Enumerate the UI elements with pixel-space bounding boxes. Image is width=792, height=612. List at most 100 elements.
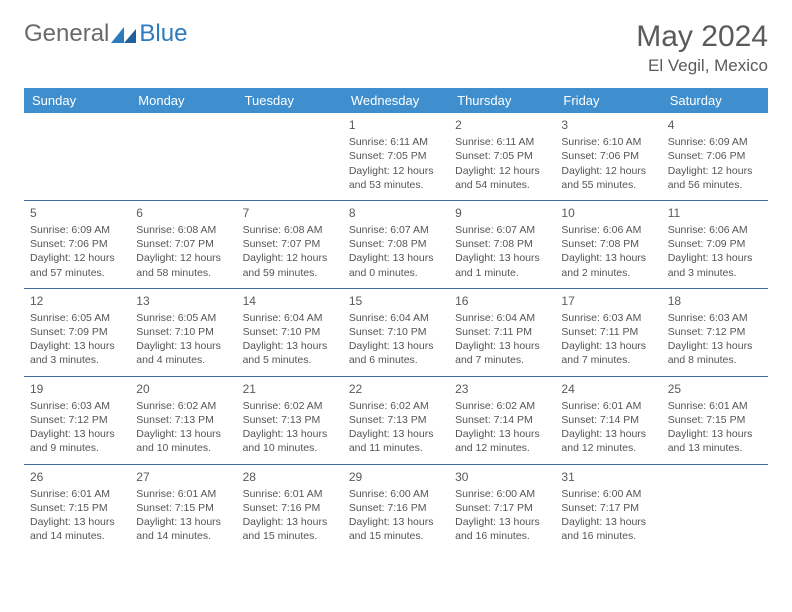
header: General Blue May 2024 El Vegil, Mexico — [24, 20, 768, 76]
sunrise-line: Sunrise: 6:04 AM — [455, 311, 549, 325]
daylight-line: and 1 minute. — [455, 266, 549, 280]
sunrise-line: Sunrise: 6:07 AM — [455, 223, 549, 237]
sunset-line: Sunset: 7:08 PM — [349, 237, 443, 251]
daylight-line: and 55 minutes. — [561, 178, 655, 192]
daylight-line: Daylight: 13 hours — [668, 427, 762, 441]
day-number: 1 — [349, 117, 443, 133]
daylight-line: Daylight: 13 hours — [561, 515, 655, 529]
sunrise-line: Sunrise: 6:03 AM — [668, 311, 762, 325]
daylight-line: Daylight: 13 hours — [561, 339, 655, 353]
daylight-line: and 5 minutes. — [243, 353, 337, 367]
day-cell: 10Sunrise: 6:06 AMSunset: 7:08 PMDayligh… — [555, 200, 661, 288]
day-number: 14 — [243, 293, 337, 309]
day-cell: 28Sunrise: 6:01 AMSunset: 7:16 PMDayligh… — [237, 464, 343, 551]
day-number: 9 — [455, 205, 549, 221]
day-cell: 25 Sunrise: 6:01 AMSunset: 7:15 PMDayligh… — [662, 376, 768, 464]
day-number: 3 — [561, 117, 655, 133]
daylight-line: Daylight: 13 hours — [455, 251, 549, 265]
dow-monday: Monday — [130, 88, 236, 113]
day-number: 23 — [455, 381, 549, 397]
sunset-line: Sunset: 7:15 PM — [30, 501, 124, 515]
sunset-line: Sunset: 7:09 PM — [30, 325, 124, 339]
daylight-line: Daylight: 13 hours — [349, 515, 443, 529]
daylight-line: Daylight: 13 hours — [243, 339, 337, 353]
day-number: 10 — [561, 205, 655, 221]
dow-tuesday: Tuesday — [237, 88, 343, 113]
sunrise-line: Sunrise: 6:02 AM — [349, 399, 443, 413]
sunset-line: Sunset: 7:14 PM — [455, 413, 549, 427]
daylight-line: and 14 minutes. — [136, 529, 230, 543]
daylight-line: and 10 minutes. — [136, 441, 230, 455]
sunset-line: Sunset: 7:08 PM — [455, 237, 549, 251]
sunset-line: Sunset: 7:11 PM — [455, 325, 549, 339]
sunrise-line: Sunrise: 6:05 AM — [30, 311, 124, 325]
day-cell: 4Sunrise: 6:09 AMSunset: 7:06 PMDaylight… — [662, 113, 768, 200]
sunset-line: Sunset: 7:07 PM — [243, 237, 337, 251]
day-cell: 3Sunrise: 6:10 AMSunset: 7:06 PMDaylight… — [555, 113, 661, 200]
daylight-line: Daylight: 12 hours — [136, 251, 230, 265]
daylight-line: and 2 minutes. — [561, 266, 655, 280]
sunrise-line: Sunrise: 6:00 AM — [561, 487, 655, 501]
sunset-line: Sunset: 7:17 PM — [455, 501, 549, 515]
daylight-line: Daylight: 13 hours — [30, 515, 124, 529]
daylight-line: and 10 minutes. — [243, 441, 337, 455]
day-number: 24 — [561, 381, 655, 397]
logo-text-blue: Blue — [139, 20, 187, 48]
sunrise-line: Sunrise: 6:09 AM — [668, 135, 762, 149]
sunrise-line: Sunrise: 6:01 AM — [561, 399, 655, 413]
daylight-line: and 7 minutes. — [561, 353, 655, 367]
daylight-line: and 12 minutes. — [561, 441, 655, 455]
daylight-line: and 56 minutes. — [668, 178, 762, 192]
daylight-line: Daylight: 13 hours — [668, 339, 762, 353]
day-number: 22 — [349, 381, 443, 397]
day-cell: 15Sunrise: 6:04 AMSunset: 7:10 PMDayligh… — [343, 288, 449, 376]
daylight-line: and 59 minutes. — [243, 266, 337, 280]
day-cell: 26Sunrise: 6:01 AMSunset: 7:15 PMDayligh… — [24, 464, 130, 551]
sunset-line: Sunset: 7:12 PM — [668, 325, 762, 339]
sunset-line: Sunset: 7:12 PM — [30, 413, 124, 427]
day-cell: 20Sunrise: 6:02 AMSunset: 7:13 PMDayligh… — [130, 376, 236, 464]
daylight-line: and 6 minutes. — [349, 353, 443, 367]
day-cell: 14Sunrise: 6:04 AMSunset: 7:10 PMDayligh… — [237, 288, 343, 376]
sunset-line: Sunset: 7:15 PM — [668, 413, 762, 427]
sunrise-line: Sunrise: 6:01 AM — [668, 399, 762, 413]
daylight-line: Daylight: 13 hours — [243, 427, 337, 441]
sunrise-line: Sunrise: 6:08 AM — [243, 223, 337, 237]
day-number: 16 — [455, 293, 549, 309]
day-number: 29 — [349, 469, 443, 485]
day-number: 18 — [668, 293, 762, 309]
day-number: 11 — [668, 205, 762, 221]
brand-logo: General Blue — [24, 20, 187, 48]
daylight-line: Daylight: 12 hours — [30, 251, 124, 265]
day-number: 17 — [561, 293, 655, 309]
day-number: 2 — [455, 117, 549, 133]
sunset-line: Sunset: 7:11 PM — [561, 325, 655, 339]
daylight-line: Daylight: 13 hours — [349, 251, 443, 265]
sunrise-line: Sunrise: 6:04 AM — [243, 311, 337, 325]
sunrise-line: Sunrise: 6:02 AM — [243, 399, 337, 413]
sunrise-line: Sunrise: 6:06 AM — [668, 223, 762, 237]
sunset-line: Sunset: 7:10 PM — [349, 325, 443, 339]
sunrise-line: Sunrise: 6:02 AM — [455, 399, 549, 413]
day-number: 5 — [30, 205, 124, 221]
day-cell: 27Sunrise: 6:01 AMSunset: 7:15 PMDayligh… — [130, 464, 236, 551]
daylight-line: Daylight: 12 hours — [455, 164, 549, 178]
sunrise-line: Sunrise: 6:09 AM — [30, 223, 124, 237]
sunset-line: Sunset: 7:13 PM — [243, 413, 337, 427]
day-cell: 24Sunrise: 6:01 AMSunset: 7:14 PMDayligh… — [555, 376, 661, 464]
sunrise-line: Sunrise: 6:05 AM — [136, 311, 230, 325]
day-number: 25 — [668, 381, 762, 397]
daylight-line: and 3 minutes. — [668, 266, 762, 280]
sunrise-line: Sunrise: 6:01 AM — [243, 487, 337, 501]
day-cell: 5Sunrise: 6:09 AMSunset: 7:06 PMDaylight… — [24, 200, 130, 288]
dow-thursday: Thursday — [449, 88, 555, 113]
sunrise-line: Sunrise: 6:11 AM — [455, 135, 549, 149]
sunset-line: Sunset: 7:16 PM — [349, 501, 443, 515]
daylight-line: and 53 minutes. — [349, 178, 443, 192]
sunset-line: Sunset: 7:09 PM — [668, 237, 762, 251]
day-cell: 22Sunrise: 6:02 AMSunset: 7:13 PMDayligh… — [343, 376, 449, 464]
sunrise-line: Sunrise: 6:00 AM — [455, 487, 549, 501]
day-cell: 7Sunrise: 6:08 AMSunset: 7:07 PMDaylight… — [237, 200, 343, 288]
day-number: 7 — [243, 205, 337, 221]
day-cell: 31Sunrise: 6:00 AMSunset: 7:17 PMDayligh… — [555, 464, 661, 551]
